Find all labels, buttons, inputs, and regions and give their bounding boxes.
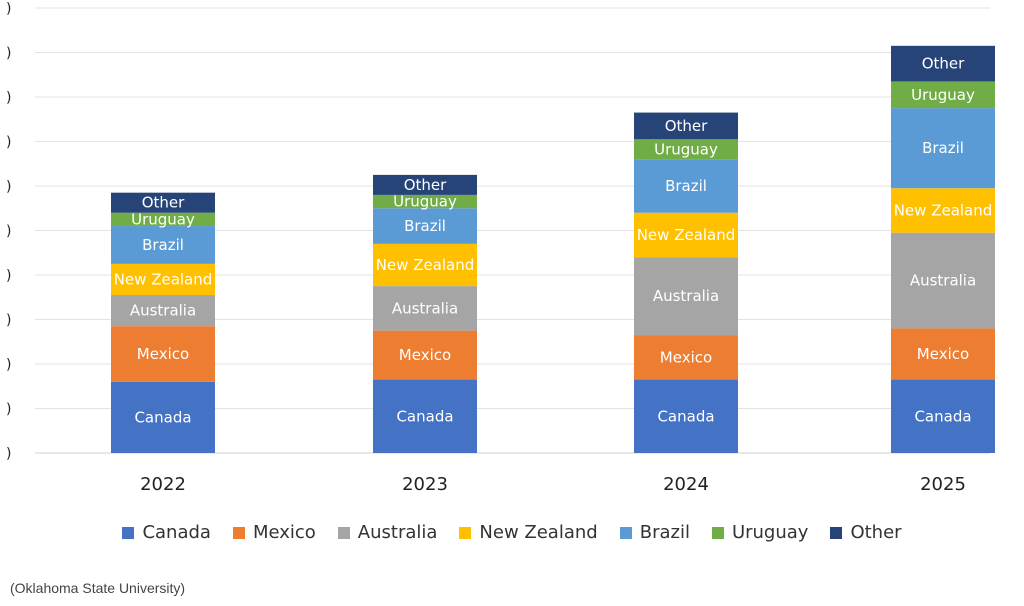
legend-swatch-new-zealand (459, 526, 472, 539)
bar-segment-mexico (373, 330, 477, 380)
bar-segment-label: Australia (910, 272, 976, 290)
legend-swatch-other (830, 526, 843, 539)
legend-item-mexico: Mexico (232, 522, 316, 543)
bar-segment-label: Other (665, 117, 708, 135)
bar-segment-label: New Zealand (114, 270, 213, 288)
legend-label-canada: Canada (142, 522, 211, 543)
y-tick-label: ) (6, 446, 11, 462)
chart-canvas: ))))))))))) Canada Mexico Australia New Zeal… (6, 1, 995, 495)
y-tick-label: ) (6, 402, 11, 418)
bar-segment-australia (111, 295, 215, 327)
legend-item-new-zealand: New Zealand (459, 522, 598, 543)
legend-item-other: Other (830, 522, 902, 543)
bar-segment-new-zealand (891, 188, 995, 233)
bar-segment-label: New Zealand (894, 201, 993, 219)
legend-swatch-uruguay (711, 526, 724, 539)
legend-swatch-canada (122, 526, 135, 539)
y-tick-label: ) (6, 224, 11, 240)
bar-segment-label: Australia (392, 299, 458, 317)
bar-segment-label: Brazil (665, 177, 707, 195)
bar-segment-label: Other (142, 194, 185, 212)
bar-segment-label: Canada (657, 407, 714, 425)
bar-segment-australia (634, 257, 738, 336)
legend-label-other: Other (850, 522, 902, 543)
y-tick-label: ) (6, 46, 11, 62)
bar-segment-label: Mexico (137, 345, 189, 363)
y-tick-label: ) (6, 268, 11, 284)
bar-segment-brazil (373, 208, 477, 244)
bar-segment-other (373, 174, 477, 195)
stacked-bar-chart: ))))))))))) Canada Mexico Australia New Zeal… (6, 1, 995, 495)
bar-segment-label: Canada (914, 407, 971, 425)
bar-segment-canada (634, 379, 738, 453)
bar-segment-label: Mexico (917, 345, 969, 363)
y-tick-label: ) (6, 179, 11, 195)
legend-label-uruguay: Uruguay (731, 522, 809, 543)
bar-segment-label: Uruguay (131, 210, 195, 228)
bar-segment-canada (373, 379, 477, 453)
bar-segment-other (634, 112, 738, 140)
bar-segment-mexico (111, 326, 215, 382)
bar-segment-uruguay (373, 194, 477, 209)
bar-segment-label: Uruguay (911, 86, 975, 104)
bar-segment-label: Canada (396, 407, 453, 425)
bar-segment-uruguay (891, 81, 995, 109)
legend-label-australia: Australia (357, 522, 438, 543)
y-tick-label: ) (6, 1, 11, 17)
bar-segment-brazil (634, 159, 738, 213)
bar-segment-canada (111, 381, 215, 453)
legend-item-brazil: Brazil (619, 522, 690, 543)
bar-segment-new-zealand (634, 212, 738, 258)
legend-item-canada: Canada (122, 522, 211, 543)
bar-segment-other (891, 45, 995, 82)
bar-segment-label: Australia (653, 287, 719, 305)
bar-segment-mexico (634, 335, 738, 380)
legend-item-uruguay: Uruguay (711, 522, 809, 543)
source-caption: (Oklahoma State University) (10, 580, 186, 596)
legend-label-mexico: Mexico (252, 522, 316, 543)
legend-item-australia: Australia (337, 522, 438, 543)
x-category-label: 2022 (140, 474, 186, 495)
bar-segment-label: New Zealand (637, 226, 736, 244)
bar-segment-label: Mexico (399, 346, 451, 364)
bar-segment-uruguay (111, 212, 215, 227)
bar-segment-label: Uruguay (393, 193, 457, 211)
x-category-label: 2023 (402, 474, 448, 495)
legend-label-new-zealand: New Zealand (479, 522, 598, 543)
bar-segment-label: Brazil (922, 139, 964, 157)
bar-segment-mexico (891, 328, 995, 380)
y-tick-label: ) (6, 313, 11, 329)
bar-segment-label: Uruguay (654, 140, 718, 158)
chart-legend: Canada Mexico Australia New Zealand Braz… (0, 522, 1024, 543)
legend-swatch-brazil (619, 526, 632, 539)
bar-segment-other (111, 192, 215, 213)
bar-segment-australia (373, 286, 477, 331)
bar-segment-label: Canada (134, 408, 191, 426)
y-tick-label: ) (6, 90, 11, 106)
bar-segment-new-zealand (373, 243, 477, 287)
legend-swatch-australia (337, 526, 350, 539)
bar-segment-label: Other (404, 176, 447, 194)
legend-swatch-mexico (232, 526, 245, 539)
bar-segment-canada (891, 379, 995, 453)
bar-segment-label: Brazil (142, 236, 184, 254)
bar-segment-label: Australia (130, 302, 196, 320)
bar-segment-label: New Zealand (376, 256, 475, 274)
bar-segment-label: Other (922, 55, 965, 73)
x-category-label: 2025 (920, 474, 966, 495)
bar-segment-australia (891, 232, 995, 329)
y-tick-label: ) (6, 135, 11, 151)
x-category-label: 2024 (663, 474, 709, 495)
y-tick-label: ) (6, 357, 11, 373)
bar-segment-new-zealand (111, 263, 215, 296)
legend-label-brazil: Brazil (639, 522, 690, 543)
bar-segment-brazil (891, 108, 995, 189)
bar-segment-brazil (111, 226, 215, 264)
bar-segment-uruguay (634, 139, 738, 160)
bar-segment-label: Mexico (660, 348, 712, 366)
bar-segment-label: Brazil (404, 217, 446, 235)
